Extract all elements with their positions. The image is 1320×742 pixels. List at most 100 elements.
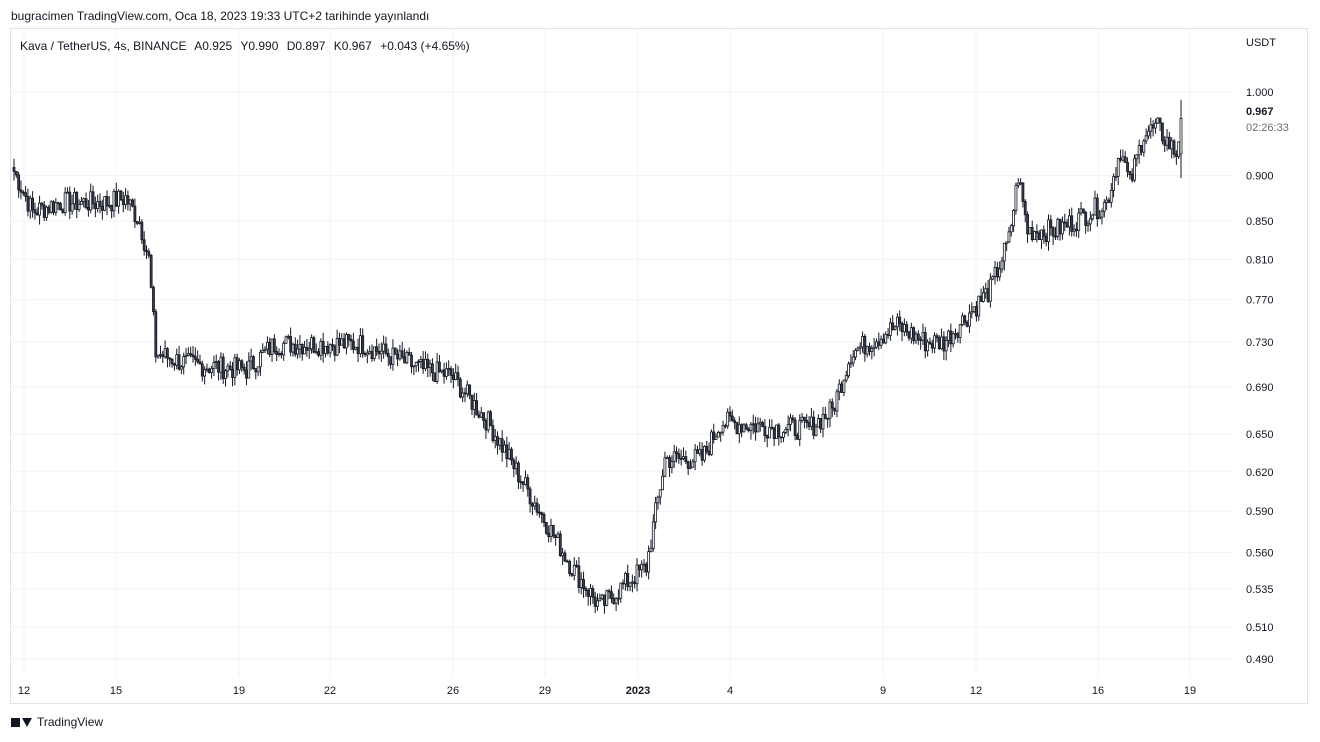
candle-body bbox=[779, 436, 783, 439]
candle-body bbox=[461, 392, 465, 398]
candle-body bbox=[175, 354, 179, 366]
candle-body bbox=[514, 462, 518, 470]
candle-body bbox=[486, 411, 490, 431]
candle-body bbox=[975, 306, 978, 317]
candle-body bbox=[1023, 201, 1027, 216]
candle-body bbox=[809, 416, 813, 427]
candle-body bbox=[424, 358, 427, 370]
candle-body bbox=[1119, 158, 1122, 161]
candle-body bbox=[707, 450, 711, 455]
candle-body bbox=[1084, 211, 1088, 226]
candle-body bbox=[689, 466, 692, 469]
candle-body bbox=[765, 435, 769, 439]
candle-body bbox=[326, 345, 330, 354]
candle-body bbox=[649, 547, 653, 553]
candle-body bbox=[1144, 135, 1148, 142]
candle-body bbox=[754, 423, 757, 433]
candle-body bbox=[284, 336, 288, 344]
candle-body bbox=[984, 288, 988, 294]
candle-body bbox=[21, 191, 25, 194]
time-tick-label: 4 bbox=[727, 685, 733, 697]
candle-body bbox=[159, 354, 162, 357]
tradingview-footer[interactable]: TradingView bbox=[11, 715, 103, 729]
candle-body bbox=[633, 581, 637, 585]
candle-body bbox=[1116, 158, 1120, 177]
candle-body bbox=[156, 354, 160, 358]
candle-body bbox=[730, 415, 734, 422]
candle-body bbox=[210, 368, 213, 373]
candle-body bbox=[1009, 225, 1013, 233]
candle-body bbox=[1163, 140, 1167, 146]
chart-frame bbox=[10, 28, 1308, 704]
candles bbox=[12, 99, 1183, 614]
price-tick-label: 0.620 bbox=[1246, 467, 1274, 479]
candle-body bbox=[182, 356, 186, 368]
candle-body bbox=[133, 205, 137, 222]
candle-body bbox=[433, 372, 437, 382]
candle-body bbox=[259, 351, 262, 368]
time-tick-label: 19 bbox=[233, 685, 245, 697]
candle-body bbox=[1002, 242, 1006, 262]
candle-body bbox=[505, 444, 509, 460]
candle-body bbox=[868, 346, 871, 352]
candle-body bbox=[875, 341, 878, 348]
candle-body bbox=[84, 198, 88, 208]
candle-body bbox=[1000, 260, 1004, 270]
candle-body bbox=[33, 209, 37, 214]
candle-body bbox=[582, 579, 585, 589]
candle-body bbox=[856, 347, 860, 351]
candle-body bbox=[1161, 122, 1164, 142]
candle-body bbox=[535, 502, 539, 513]
candle-body bbox=[1177, 141, 1181, 157]
candle-body bbox=[498, 438, 502, 446]
candle-body bbox=[417, 360, 420, 363]
candle-body bbox=[635, 564, 639, 585]
candle-body bbox=[100, 205, 104, 211]
candle-body bbox=[747, 428, 751, 432]
candle-body bbox=[382, 343, 386, 352]
candle-body bbox=[1088, 218, 1092, 225]
candle-body bbox=[661, 475, 664, 491]
candle-body bbox=[75, 192, 79, 210]
candle-body bbox=[703, 445, 706, 461]
candle-body bbox=[310, 337, 313, 350]
candle-body bbox=[235, 357, 239, 371]
candle-body bbox=[956, 333, 960, 338]
candle-body bbox=[591, 588, 595, 598]
candle-body bbox=[854, 349, 857, 358]
candle-body bbox=[240, 360, 244, 368]
candle-body bbox=[489, 411, 492, 427]
candle-body bbox=[340, 338, 344, 346]
candle-body bbox=[82, 198, 86, 202]
candle-body bbox=[477, 414, 481, 418]
candle-body bbox=[568, 560, 572, 574]
candle-body bbox=[882, 338, 885, 344]
candle-body bbox=[354, 346, 358, 350]
candle-body bbox=[963, 315, 967, 323]
candle-body bbox=[317, 351, 320, 356]
candle-body bbox=[744, 424, 748, 430]
candle-body bbox=[245, 369, 248, 379]
candle-body bbox=[1063, 221, 1067, 224]
candle-body bbox=[463, 392, 467, 395]
candle-body bbox=[40, 202, 44, 206]
candle-body bbox=[837, 383, 841, 393]
candle-body bbox=[419, 359, 423, 362]
candle-body bbox=[623, 573, 627, 585]
candle-body bbox=[926, 341, 930, 352]
candle-body bbox=[49, 201, 53, 213]
candle-body bbox=[131, 199, 134, 207]
candle-body bbox=[1042, 229, 1046, 237]
candle-body bbox=[561, 552, 565, 557]
candle-body bbox=[605, 590, 609, 606]
candle-body bbox=[619, 582, 623, 599]
candle-body bbox=[1126, 162, 1129, 172]
candle-body bbox=[593, 596, 597, 607]
candle-body bbox=[621, 582, 625, 585]
candle-body bbox=[889, 322, 892, 336]
candle-body bbox=[696, 449, 699, 454]
price-tick-label: 0.510 bbox=[1246, 622, 1274, 634]
candle-body bbox=[19, 189, 23, 193]
candle-body bbox=[407, 352, 411, 356]
